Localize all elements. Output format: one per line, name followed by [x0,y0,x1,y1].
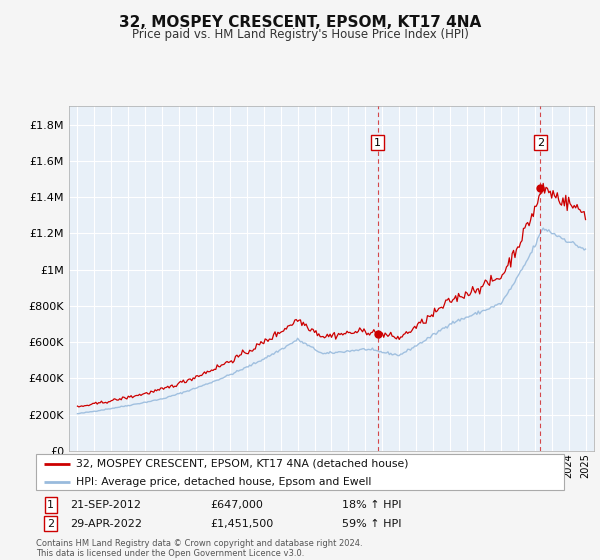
Text: HPI: Average price, detached house, Epsom and Ewell: HPI: Average price, detached house, Epso… [76,477,371,487]
Text: 32, MOSPEY CRESCENT, EPSOM, KT17 4NA (detached house): 32, MOSPEY CRESCENT, EPSOM, KT17 4NA (de… [76,459,408,469]
Text: 29-APR-2022: 29-APR-2022 [70,519,142,529]
Text: £647,000: £647,000 [210,500,263,510]
Text: 1: 1 [374,138,381,148]
Text: 2: 2 [47,519,55,529]
Text: 2: 2 [537,138,544,148]
Text: 32, MOSPEY CRESCENT, EPSOM, KT17 4NA: 32, MOSPEY CRESCENT, EPSOM, KT17 4NA [119,15,481,30]
Text: 1: 1 [47,500,54,510]
Text: Price paid vs. HM Land Registry's House Price Index (HPI): Price paid vs. HM Land Registry's House … [131,28,469,41]
Text: 18% ↑ HPI: 18% ↑ HPI [342,500,402,510]
Text: Contains HM Land Registry data © Crown copyright and database right 2024.
This d: Contains HM Land Registry data © Crown c… [36,539,362,558]
Text: 21-SEP-2012: 21-SEP-2012 [70,500,142,510]
Text: £1,451,500: £1,451,500 [210,519,274,529]
Text: 59% ↑ HPI: 59% ↑ HPI [342,519,402,529]
